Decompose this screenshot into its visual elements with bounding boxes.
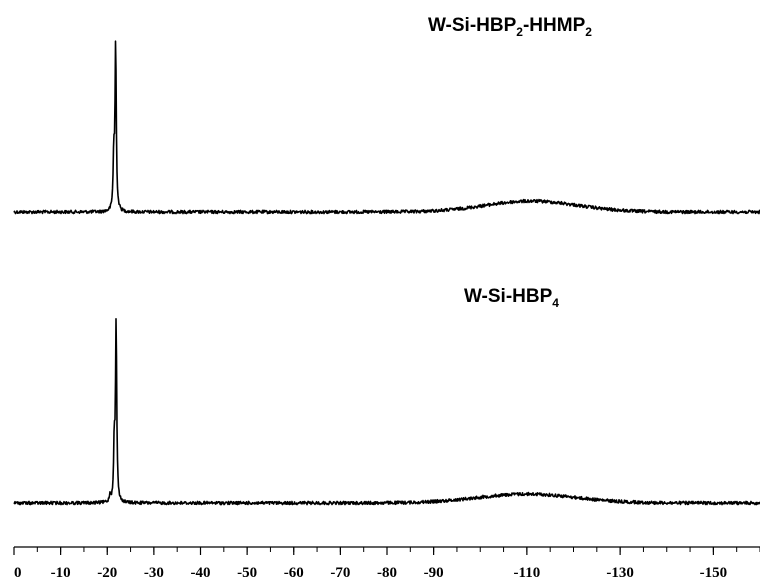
x-tick-label: -30 [144,565,164,581]
x-tick-label: -20 [97,565,117,581]
x-tick-label: -60 [284,565,304,581]
x-tick-label: -10 [51,565,71,581]
x-tick-label: -50 [237,565,257,581]
series-label-top: W-Si-HBP2-HHMP2 [428,15,592,39]
x-tick-label: -150 [700,565,728,581]
x-tick-label: -90 [424,565,444,581]
x-tick-label: -70 [330,565,350,581]
x-axis: 0 -10 -20 -30 -40 -50 -60 -70 -80 -90 -110 -130 -150 [13,546,760,581]
x-tick-label: 0 [14,565,22,581]
spectrum-trace-2 [13,317,760,506]
x-tick-label: -80 [377,565,397,581]
series-label-bottom: W-Si-HBP4 [464,286,559,310]
spectrum-trace-1 [13,40,760,215]
x-tick-label: -40 [191,565,211,581]
spectra-traces [13,40,760,506]
x-tick-label: -110 [514,565,541,581]
x-tick-label: -130 [606,565,634,581]
